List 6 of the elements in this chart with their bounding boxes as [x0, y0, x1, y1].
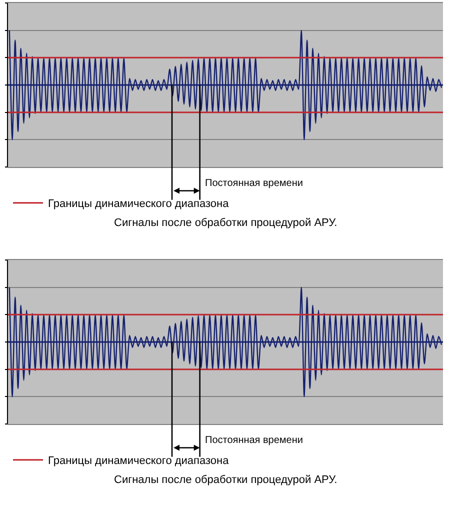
legend-label: Границы динамического диапазона	[48, 198, 230, 210]
text: Постоянная времени	[205, 435, 303, 446]
text: Постоянная времени	[205, 178, 303, 189]
text: Сигналы после обработки процедурой АРУ.	[114, 217, 338, 229]
legend-label: Границы динамического диапазона	[48, 455, 230, 468]
text: Сигналы после обработки процедурой АРУ.	[114, 474, 338, 486]
